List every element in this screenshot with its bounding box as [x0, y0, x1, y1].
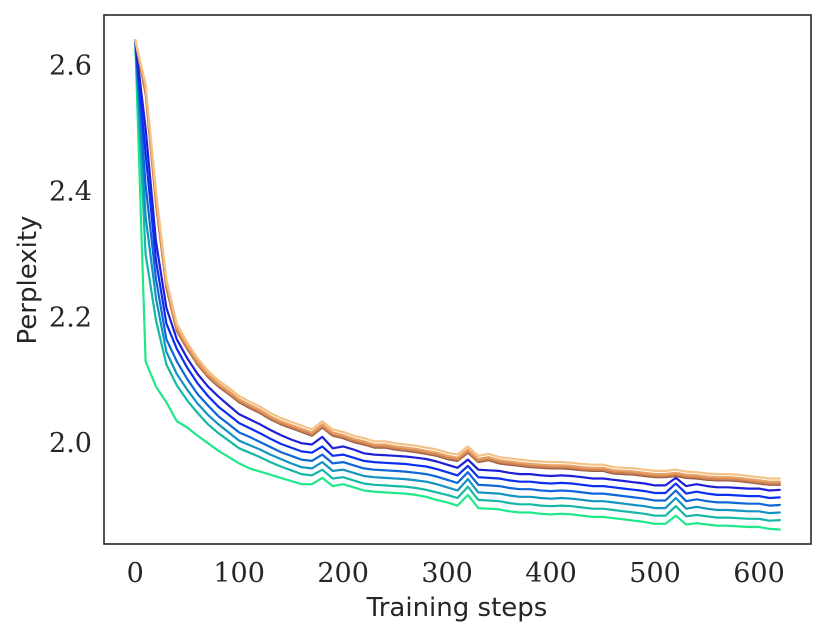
series-line	[134, 39, 781, 531]
series-line	[134, 39, 781, 486]
y-axis-label: Perplexity	[13, 216, 43, 345]
x-tick-label: 100	[213, 558, 265, 589]
series-line	[134, 39, 781, 507]
tick-labels: 0 100 200 300 400 500 600 2.0 2.2 2.4 2.6	[49, 50, 785, 589]
y-tick-label: 2.6	[49, 50, 92, 81]
series-line	[134, 39, 781, 492]
series-line	[134, 39, 781, 480]
series-line	[134, 39, 781, 485]
y-tick-label: 2.4	[49, 176, 92, 207]
series-lines	[134, 39, 781, 531]
y-tick-label: 2.2	[49, 302, 92, 333]
x-tick-label: 0	[127, 558, 144, 589]
series-line	[134, 39, 781, 483]
x-tick-label: 200	[317, 558, 369, 589]
x-tick-label: 400	[525, 558, 577, 589]
x-axis-label: Training steps	[366, 593, 548, 623]
series-line	[134, 39, 781, 515]
x-tick-label: 600	[733, 558, 785, 589]
plot-frame	[103, 14, 812, 545]
x-tick-label: 500	[629, 558, 681, 589]
series-line	[134, 39, 781, 522]
x-tick-label: 300	[421, 558, 473, 589]
y-tick-label: 2.0	[49, 428, 92, 459]
series-line	[134, 39, 781, 500]
